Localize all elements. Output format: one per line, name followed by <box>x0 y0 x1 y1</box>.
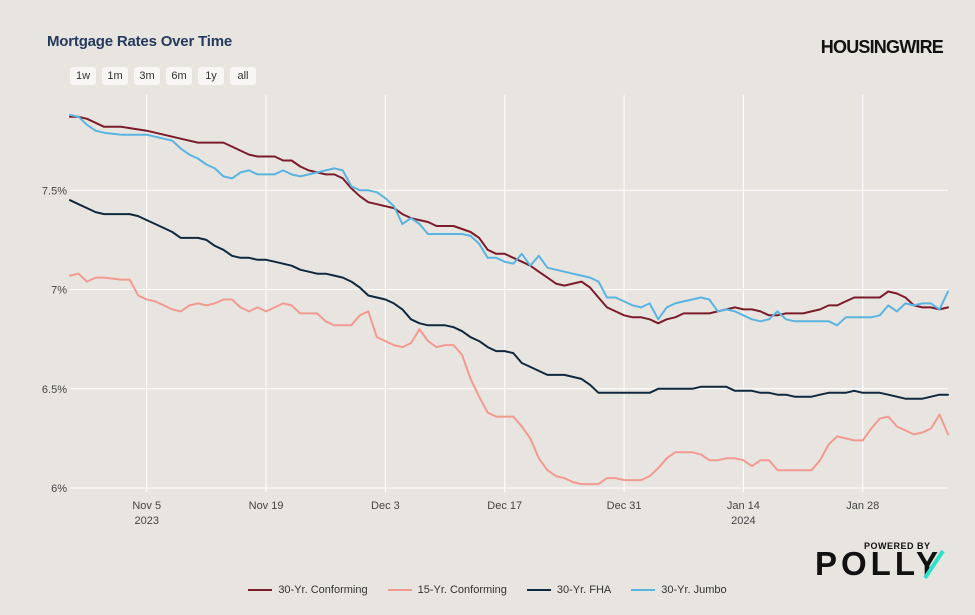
x-tick-label: Jan 28 <box>846 500 879 512</box>
legend-swatch <box>387 589 412 591</box>
y-tick-label: 7% <box>51 285 67 297</box>
y-tick-label: 7.5% <box>42 185 67 197</box>
series-line-0[interactable] <box>69 115 949 325</box>
legend-label: 30-Yr. FHA <box>556 584 612 596</box>
x-tick-label: Dec 31 <box>607 500 642 512</box>
range-button-1m[interactable]: 1m <box>102 67 128 85</box>
legend-item-15yr-conforming[interactable]: 15-Yr. Conforming <box>387 584 507 596</box>
legend-label: 15-Yr. Conforming <box>417 584 507 596</box>
range-button-1w[interactable]: 1w <box>70 67 96 85</box>
x-tick-label: Dec 17 <box>487 500 522 512</box>
legend-item-30yr-conforming[interactable]: 30-Yr. Conforming <box>248 584 368 596</box>
housingwire-logo: HOUSINGWIRE <box>820 37 944 57</box>
chart-title: Mortgage Rates Over Time <box>47 33 232 50</box>
range-selector: 1w 1m 3m 6m 1y all <box>70 67 256 85</box>
series-line-2[interactable] <box>69 199 949 400</box>
x-tick-year-label: 2023 <box>134 515 158 527</box>
x-tick-year-label: 2024 <box>731 515 755 527</box>
range-button-all[interactable]: all <box>230 67 256 85</box>
polly-logo: POLLY <box>815 545 942 582</box>
legend-item-30yr-fha[interactable]: 30-Yr. FHA <box>526 584 612 596</box>
y-tick-label: 6% <box>51 483 67 495</box>
x-tick-label: Nov 19 <box>249 500 284 512</box>
x-axis: Nov 5 2023 Nov 19 Dec 3 Dec 17 Dec 31 Jan 14 20… <box>132 500 879 527</box>
range-button-6m[interactable]: 6m <box>166 67 192 85</box>
chart-lines <box>69 113 949 486</box>
chart-legend: 30-Yr. Conforming 15-Yr. Conforming 30-Y… <box>0 584 975 596</box>
range-button-3m[interactable]: 3m <box>134 67 160 85</box>
x-tick-label: Nov 5 <box>132 500 161 512</box>
chart-grid <box>70 95 948 492</box>
x-tick-label: Jan 14 <box>727 500 760 512</box>
y-axis: 6% 6.5% 7% 7.5% <box>42 185 67 495</box>
legend-label: 30-Yr. Jumbo <box>661 584 727 596</box>
legend-swatch <box>248 589 273 591</box>
legend-label: 30-Yr. Conforming <box>278 584 368 596</box>
legend-swatch <box>526 589 551 591</box>
series-line-3[interactable] <box>69 113 949 327</box>
legend-swatch <box>631 589 656 591</box>
y-tick-label: 6.5% <box>42 384 67 396</box>
x-tick-label: Dec 3 <box>371 500 400 512</box>
polly-slash-icon <box>923 549 945 580</box>
series-line-1[interactable] <box>69 272 949 486</box>
legend-item-30yr-jumbo[interactable]: 30-Yr. Jumbo <box>631 584 727 596</box>
powered-by-label: POWERED BY <box>864 541 931 551</box>
range-button-1y[interactable]: 1y <box>198 67 224 85</box>
